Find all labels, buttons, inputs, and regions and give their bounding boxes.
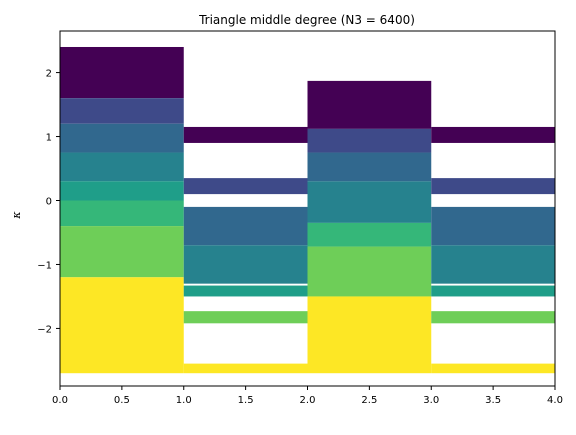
x-tick-label: 0.5 — [114, 395, 130, 406]
bar-segment — [308, 247, 432, 297]
bar-segment — [308, 129, 432, 153]
x-tick-label: 1.5 — [238, 395, 254, 406]
bar-segment — [60, 181, 184, 200]
y-tick-label: 0 — [46, 197, 52, 208]
bar-segment — [60, 47, 184, 98]
bar-segment — [431, 178, 555, 194]
x-tick-label: 3.0 — [423, 395, 439, 406]
bar-segment — [60, 226, 184, 277]
bar-segment — [431, 286, 555, 297]
x-tick-label: 3.5 — [485, 395, 501, 406]
y-tick-label: 1 — [46, 133, 52, 144]
x-tick-label: 0.0 — [52, 395, 68, 406]
bar-segment — [184, 207, 308, 245]
bar-segment — [308, 81, 432, 129]
bar-segment — [431, 311, 555, 323]
bar-segment — [184, 127, 308, 143]
bar-segment — [308, 153, 432, 182]
bar-segment — [60, 277, 184, 373]
bar-segment — [431, 245, 555, 283]
bar-segment — [308, 296, 432, 373]
bar-segment — [431, 127, 555, 143]
bar-segment — [184, 286, 308, 297]
bar-segment — [60, 201, 184, 227]
y-axis-label: κ — [10, 211, 23, 220]
bar-segment — [60, 153, 184, 182]
chart-title: Triangle middle degree (N3 = 6400) — [198, 13, 415, 27]
y-tick-label: −2 — [37, 324, 52, 335]
bar-segment — [431, 207, 555, 245]
bar-segment — [60, 124, 184, 153]
bar-segment — [184, 311, 308, 323]
bar-segment — [308, 181, 432, 223]
x-tick-label: 1.0 — [176, 395, 192, 406]
x-tick-label: 4.0 — [547, 395, 563, 406]
bar-segment — [308, 223, 432, 247]
x-tick-label: 2.5 — [361, 395, 377, 406]
bar-segment — [184, 245, 308, 283]
y-tick-label: 2 — [46, 69, 52, 80]
bar-segment — [184, 178, 308, 194]
x-tick-label: 2.0 — [300, 395, 316, 406]
bar-segment — [60, 98, 184, 124]
bar-segment — [184, 364, 308, 374]
y-tick-label: −1 — [37, 260, 52, 271]
bar-segment — [431, 364, 555, 374]
